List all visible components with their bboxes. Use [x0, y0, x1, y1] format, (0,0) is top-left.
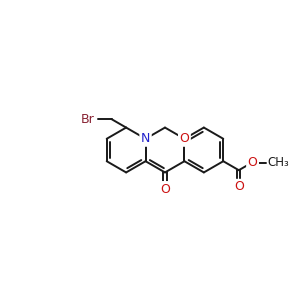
Text: O: O [160, 182, 170, 196]
Text: CH₃: CH₃ [267, 156, 289, 170]
Text: O: O [248, 156, 257, 170]
Text: O: O [234, 180, 244, 193]
Text: Br: Br [80, 113, 94, 126]
Text: N: N [141, 132, 150, 145]
Text: O: O [179, 132, 189, 145]
